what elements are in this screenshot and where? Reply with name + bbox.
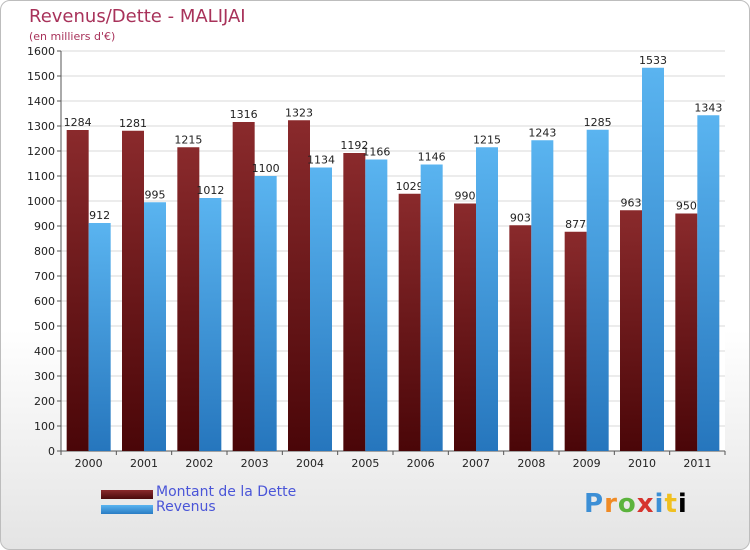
x-tick-label: 2002 bbox=[185, 457, 213, 470]
logo-letter: x bbox=[636, 489, 655, 519]
data-label: 1029 bbox=[396, 180, 424, 193]
bar-dette bbox=[66, 130, 89, 451]
data-label: 1323 bbox=[285, 106, 313, 119]
data-label: 1215 bbox=[174, 133, 202, 146]
chart-subtitle: (en milliers d'€) bbox=[29, 30, 116, 43]
data-label: 1100 bbox=[252, 162, 280, 175]
x-tick-label: 2003 bbox=[241, 457, 269, 470]
logo-letter: t bbox=[664, 489, 678, 519]
bar-dette bbox=[454, 203, 476, 451]
bar-dette bbox=[398, 193, 421, 451]
logo-letter: o bbox=[617, 489, 637, 519]
y-tick-label: 900 bbox=[34, 220, 55, 233]
chart-title: Revenus/Dette - MALIJAI bbox=[29, 6, 246, 27]
x-tick-label: 2004 bbox=[296, 457, 324, 470]
bar-revenus bbox=[199, 198, 222, 451]
bar-revenus bbox=[88, 223, 111, 451]
y-tick-label: 1500 bbox=[27, 70, 55, 83]
logo-letter: r bbox=[604, 489, 618, 519]
data-label: 1316 bbox=[230, 108, 258, 121]
data-label: 1134 bbox=[307, 154, 335, 167]
data-label: 1192 bbox=[340, 139, 368, 152]
bar-dette bbox=[343, 153, 366, 451]
x-tick-label: 2000 bbox=[75, 457, 103, 470]
y-tick-label: 700 bbox=[34, 270, 55, 283]
logo-letter: i bbox=[677, 489, 688, 519]
data-label: 912 bbox=[89, 209, 110, 222]
x-tick-label: 2008 bbox=[517, 457, 545, 470]
x-tick-label: 2007 bbox=[462, 457, 490, 470]
data-label: 990 bbox=[455, 190, 476, 203]
y-tick-label: 1100 bbox=[27, 170, 55, 183]
y-tick-label: 0 bbox=[48, 445, 55, 458]
legend-swatch-dette bbox=[101, 490, 153, 499]
data-label: 1285 bbox=[584, 116, 612, 129]
bar-dette bbox=[122, 130, 144, 451]
y-tick-label: 400 bbox=[34, 345, 55, 358]
bar-revenus bbox=[254, 176, 277, 451]
bar-dette bbox=[509, 225, 532, 451]
y-tick-label: 600 bbox=[34, 295, 55, 308]
bar-dette bbox=[675, 213, 698, 451]
bar-revenus bbox=[586, 129, 609, 451]
bar-dette bbox=[232, 122, 255, 451]
x-tick-label: 2005 bbox=[351, 457, 379, 470]
y-tick-label: 200 bbox=[34, 395, 55, 408]
bar-revenus bbox=[531, 140, 554, 451]
data-label: 1166 bbox=[362, 146, 390, 159]
bar-revenus bbox=[365, 159, 388, 451]
bar-dette bbox=[620, 210, 642, 451]
data-label: 1215 bbox=[473, 133, 501, 146]
data-label: 1281 bbox=[119, 117, 147, 130]
bar-revenus bbox=[642, 67, 664, 451]
logo-letter: P bbox=[584, 489, 605, 519]
legend-label-revenus: Revenus bbox=[156, 499, 216, 515]
bar-revenus bbox=[476, 147, 498, 451]
data-label: 1146 bbox=[418, 151, 446, 164]
bar-dette bbox=[177, 147, 200, 451]
legend-swatch-revenus bbox=[101, 505, 153, 514]
y-tick-label: 1000 bbox=[27, 195, 55, 208]
y-tick-label: 300 bbox=[34, 370, 55, 383]
data-label: 1243 bbox=[528, 126, 556, 139]
y-tick-label: 800 bbox=[34, 245, 55, 258]
proxiti-logo: Proxiti bbox=[584, 489, 688, 519]
data-label: 1343 bbox=[694, 101, 722, 114]
y-tick-label: 1200 bbox=[27, 145, 55, 158]
data-label: 995 bbox=[145, 188, 166, 201]
x-tick-label: 2006 bbox=[407, 457, 435, 470]
y-tick-label: 100 bbox=[34, 420, 55, 433]
logo-letter: i bbox=[654, 489, 665, 519]
bar-revenus bbox=[144, 202, 166, 451]
x-tick-label: 2010 bbox=[628, 457, 656, 470]
x-tick-label: 2011 bbox=[683, 457, 711, 470]
bar-dette bbox=[564, 231, 587, 451]
data-label: 950 bbox=[676, 200, 697, 213]
bar-revenus bbox=[310, 167, 332, 451]
bar-revenus bbox=[697, 115, 720, 451]
data-label: 1012 bbox=[196, 184, 224, 197]
bar-dette bbox=[288, 120, 310, 451]
y-tick-label: 1400 bbox=[27, 95, 55, 108]
bar-revenus bbox=[420, 164, 443, 451]
y-tick-label: 1300 bbox=[27, 120, 55, 133]
y-tick-label: 1600 bbox=[27, 45, 55, 58]
x-tick-label: 2009 bbox=[573, 457, 601, 470]
data-label: 1533 bbox=[639, 54, 667, 67]
y-tick-label: 500 bbox=[34, 320, 55, 333]
data-label: 903 bbox=[510, 211, 531, 224]
data-label: 877 bbox=[565, 218, 586, 231]
x-tick-label: 2001 bbox=[130, 457, 158, 470]
data-label: 963 bbox=[621, 196, 642, 209]
legend-label-dette: Montant de la Dette bbox=[156, 484, 297, 500]
data-label: 1284 bbox=[64, 116, 92, 129]
